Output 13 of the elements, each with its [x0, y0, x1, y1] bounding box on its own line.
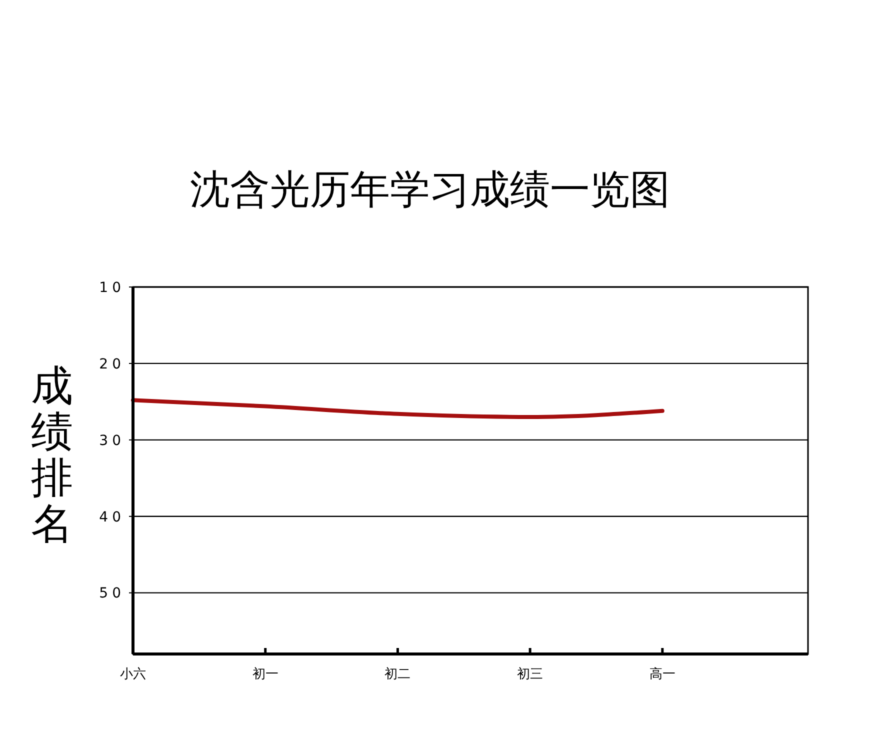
y-axis-title: 成绩排名: [31, 361, 73, 548]
y-tick-label: 50: [99, 586, 125, 602]
x-tick-label: 初二: [384, 667, 411, 682]
y-tick-label: 40: [99, 509, 125, 526]
line-series: [131, 398, 664, 419]
chart-title: 沈含光历年学习成绩一览图: [190, 167, 670, 213]
x-tick-label: 初一: [252, 667, 278, 682]
x-tick-label: 小六: [120, 667, 146, 682]
y-tick-label: 20: [99, 356, 125, 372]
x-tick-label: 高一: [649, 666, 676, 682]
y-tick-label: 10: [99, 280, 125, 296]
y-tick-label: 30: [99, 432, 125, 449]
x-tick-label: 初三: [517, 667, 544, 682]
